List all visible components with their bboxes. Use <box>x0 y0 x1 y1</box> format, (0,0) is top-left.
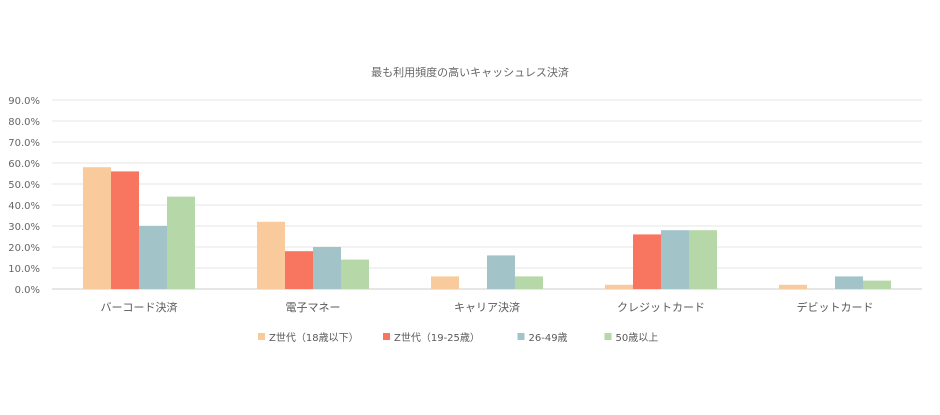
y-tick-label: 90.0% <box>8 96 40 107</box>
legend-label: 26-49歳 <box>529 332 568 344</box>
bar <box>779 284 807 289</box>
bar <box>139 226 167 289</box>
bar <box>257 221 285 289</box>
bar <box>633 234 661 289</box>
x-tick-label: キャリア決済 <box>454 300 520 314</box>
legend-swatch <box>258 333 265 340</box>
y-tick-label: 10.0% <box>8 264 40 275</box>
legend-label: 50歳以上 <box>616 332 659 344</box>
x-tick-label: 電子マネー <box>286 301 341 314</box>
bar <box>285 251 313 289</box>
x-axis-labels: バーコード決済 電子マネー キャリア決済 クレジットカード デビットカード <box>101 300 874 314</box>
bar <box>487 255 515 289</box>
y-tick-label: 60.0% <box>8 159 40 170</box>
bar <box>341 259 369 289</box>
legend-swatch <box>604 333 612 340</box>
grid-lines <box>52 99 922 290</box>
legend-swatch <box>383 333 390 340</box>
legend-swatch <box>517 333 525 340</box>
bar <box>431 276 459 289</box>
y-tick-label: 80.0% <box>8 117 40 128</box>
x-tick-label: デビットカード <box>797 300 874 314</box>
bar <box>835 276 863 289</box>
legend-label: Z世代（19-25歳） <box>394 332 480 344</box>
bar <box>167 196 195 289</box>
x-tick-label: クレジットカード <box>617 301 705 314</box>
bar <box>689 230 717 289</box>
chart-title: 最も利用頻度の高いキャッシュレス決済 <box>371 65 569 79</box>
bar <box>863 280 891 289</box>
bar <box>83 167 111 289</box>
bar <box>111 171 139 289</box>
legend-label: Z世代（18歳以下） <box>269 332 359 344</box>
bar <box>661 230 689 289</box>
bars <box>83 167 891 289</box>
legend: Z世代（18歳以下） Z世代（19-25歳） 26-49歳 50歳以上 <box>258 332 658 344</box>
y-tick-label: 0.0% <box>15 285 40 296</box>
y-tick-label: 50.0% <box>8 180 40 191</box>
y-tick-label: 70.0% <box>8 138 40 149</box>
y-tick-label: 30.0% <box>8 222 40 233</box>
y-tick-label: 20.0% <box>8 243 40 254</box>
bar <box>515 276 543 289</box>
y-tick-label: 40.0% <box>8 201 40 212</box>
y-axis-ticks: 0.0% 10.0% 20.0% 30.0% 40.0% 50.0% 60.0% 70.0% 8… <box>8 96 40 296</box>
x-tick-label: バーコード決済 <box>101 300 178 314</box>
bar <box>313 247 341 289</box>
bar <box>605 284 633 289</box>
